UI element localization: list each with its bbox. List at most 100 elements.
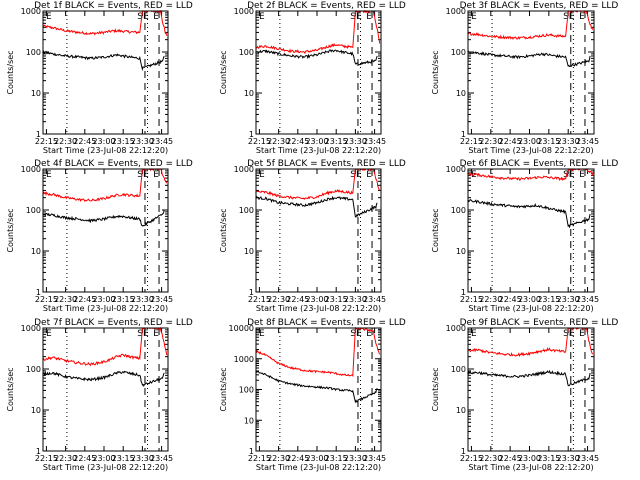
events-series-line <box>255 195 378 218</box>
panel-title: Det 3f BLACK = Events, RED = LLD <box>460 1 619 11</box>
x-axis-label: Start Time (23-Jul-08 22:12:20) <box>468 146 593 155</box>
x-tick-label: 22:15 <box>248 295 271 304</box>
plot-frame <box>255 10 382 135</box>
events-series-line <box>42 209 165 227</box>
plot-frame <box>42 10 169 135</box>
y-tick-label: 10 <box>31 89 41 98</box>
annotation-label: SE <box>137 329 149 339</box>
x-tick-label: 22:30 <box>267 295 290 304</box>
lld-series-line <box>467 168 594 182</box>
x-tick-label: 22:15 <box>248 454 271 463</box>
plot-frame <box>467 327 595 452</box>
x-tick-label: 23:00 <box>92 137 115 146</box>
x-tick-label: 22:30 <box>54 137 77 146</box>
annotation-label: E <box>259 329 265 339</box>
annotation-label: SE <box>137 12 149 22</box>
y-tick-label: 1 <box>249 447 254 456</box>
x-tick-label: 23:15 <box>325 454 348 463</box>
y-tick-label: 1 <box>249 288 254 297</box>
panel-det-1f: Det 1f BLACK = Events, RED = LLD Counts/s… <box>6 1 193 155</box>
y-tick-label: 1000 <box>234 355 254 364</box>
x-tick-label: 23:00 <box>92 295 115 304</box>
annotation-label: E <box>471 12 477 22</box>
x-axis-label: Start Time (23-Jul-08 22:12:20) <box>43 304 168 313</box>
x-tick-label: 23:15 <box>112 295 135 304</box>
panel-title: Det 1f BLACK = Events, RED = LLD <box>34 1 193 11</box>
x-tick-label: 22:45 <box>73 454 96 463</box>
panel-title: Det 8f BLACK = Events, RED = LLD <box>247 318 406 328</box>
annotation-label: E <box>579 170 585 180</box>
annotation-label: E <box>153 170 159 180</box>
x-tick-label: 23:00 <box>518 295 541 304</box>
y-tick-label: 1 <box>461 288 466 297</box>
annotation-label: SE <box>350 170 362 180</box>
events-series-line <box>42 49 165 72</box>
x-tick-label: 23:15 <box>537 137 560 146</box>
annotation-label: E <box>579 329 585 339</box>
x-tick-label: 22:30 <box>479 295 502 304</box>
y-axis-label: Counts/sec <box>219 50 228 94</box>
x-axis-label: Start Time (23-Jul-08 22:12:20) <box>468 463 593 472</box>
plot-frame <box>467 10 595 135</box>
y-tick-label: 10 <box>244 416 254 425</box>
panel-det-5f: Det 5f BLACK = Events, RED = LLD Counts/s… <box>219 159 406 313</box>
annotation-label: E <box>46 170 52 180</box>
x-tick-label: 22:30 <box>267 137 290 146</box>
panel-det-3f: Det 3f BLACK = Events, RED = LLD Counts/s… <box>431 1 618 155</box>
y-tick-label: 100 <box>451 365 466 374</box>
x-tick-label: 23:00 <box>305 454 328 463</box>
y-tick-label: 1 <box>461 130 466 139</box>
x-tick-label: 22:15 <box>35 454 58 463</box>
panel-det-9f: Det 9f BLACK = Events, RED = LLD Counts/s… <box>431 318 618 472</box>
y-tick-label: 100 <box>451 48 466 57</box>
x-tick-label: 22:45 <box>286 295 309 304</box>
x-tick-label: 23:15 <box>112 137 135 146</box>
y-tick-label: 1 <box>36 130 41 139</box>
y-tick-label: 100 <box>239 206 254 215</box>
y-tick-label: 1000 <box>446 324 466 333</box>
x-tick-label: 23:30 <box>131 454 154 463</box>
x-tick-label: 23:15 <box>537 454 560 463</box>
panel-det-4f: Det 4f BLACK = Events, RED = LLD Counts/s… <box>6 159 193 313</box>
annotation-label: SE <box>137 170 149 180</box>
x-tick-label: 22:15 <box>35 137 58 146</box>
y-tick-label: 1 <box>249 130 254 139</box>
x-tick-label: 23:45 <box>576 295 599 304</box>
annotation-label: SE <box>350 329 362 339</box>
x-tick-label: 22:15 <box>35 295 58 304</box>
y-tick-label: 10 <box>31 247 41 256</box>
x-tick-label: 23:00 <box>518 137 541 146</box>
lld-series-line <box>255 326 381 378</box>
annotation-label: E <box>153 12 159 22</box>
events-series-line <box>42 370 165 388</box>
events-series-line <box>467 50 591 68</box>
y-axis-label: Counts/sec <box>6 50 15 94</box>
y-tick-label: 10 <box>31 406 41 415</box>
annotation-label: E <box>366 329 372 339</box>
x-tick-label: 23:15 <box>112 454 135 463</box>
y-tick-label: 1000 <box>446 165 466 174</box>
y-axis-label: Counts/sec <box>219 208 228 252</box>
y-tick-label: 100 <box>26 365 41 374</box>
x-tick-label: 23:45 <box>363 295 386 304</box>
plot-frame <box>42 168 169 293</box>
x-tick-label: 22:30 <box>479 454 502 463</box>
x-axis-label: Start Time (23-Jul-08 22:12:20) <box>43 463 168 472</box>
plot-frame <box>255 327 382 452</box>
y-axis-label: Counts/sec <box>219 367 228 411</box>
panel-title: Det 9f BLACK = Events, RED = LLD <box>460 318 619 328</box>
y-tick-label: 10 <box>456 406 466 415</box>
x-tick-label: 23:45 <box>363 137 386 146</box>
x-tick-label: 23:45 <box>150 454 173 463</box>
y-tick-label: 100 <box>239 48 254 57</box>
events-series-line <box>467 369 591 387</box>
x-tick-label: 22:15 <box>460 295 483 304</box>
x-tick-label: 23:30 <box>557 295 580 304</box>
x-tick-label: 23:30 <box>344 454 367 463</box>
annotation-label: SE <box>563 329 575 339</box>
x-tick-label: 23:45 <box>363 454 386 463</box>
y-tick-label: 1 <box>36 447 41 456</box>
annotation-label: E <box>46 12 52 22</box>
x-tick-label: 23:00 <box>518 454 541 463</box>
